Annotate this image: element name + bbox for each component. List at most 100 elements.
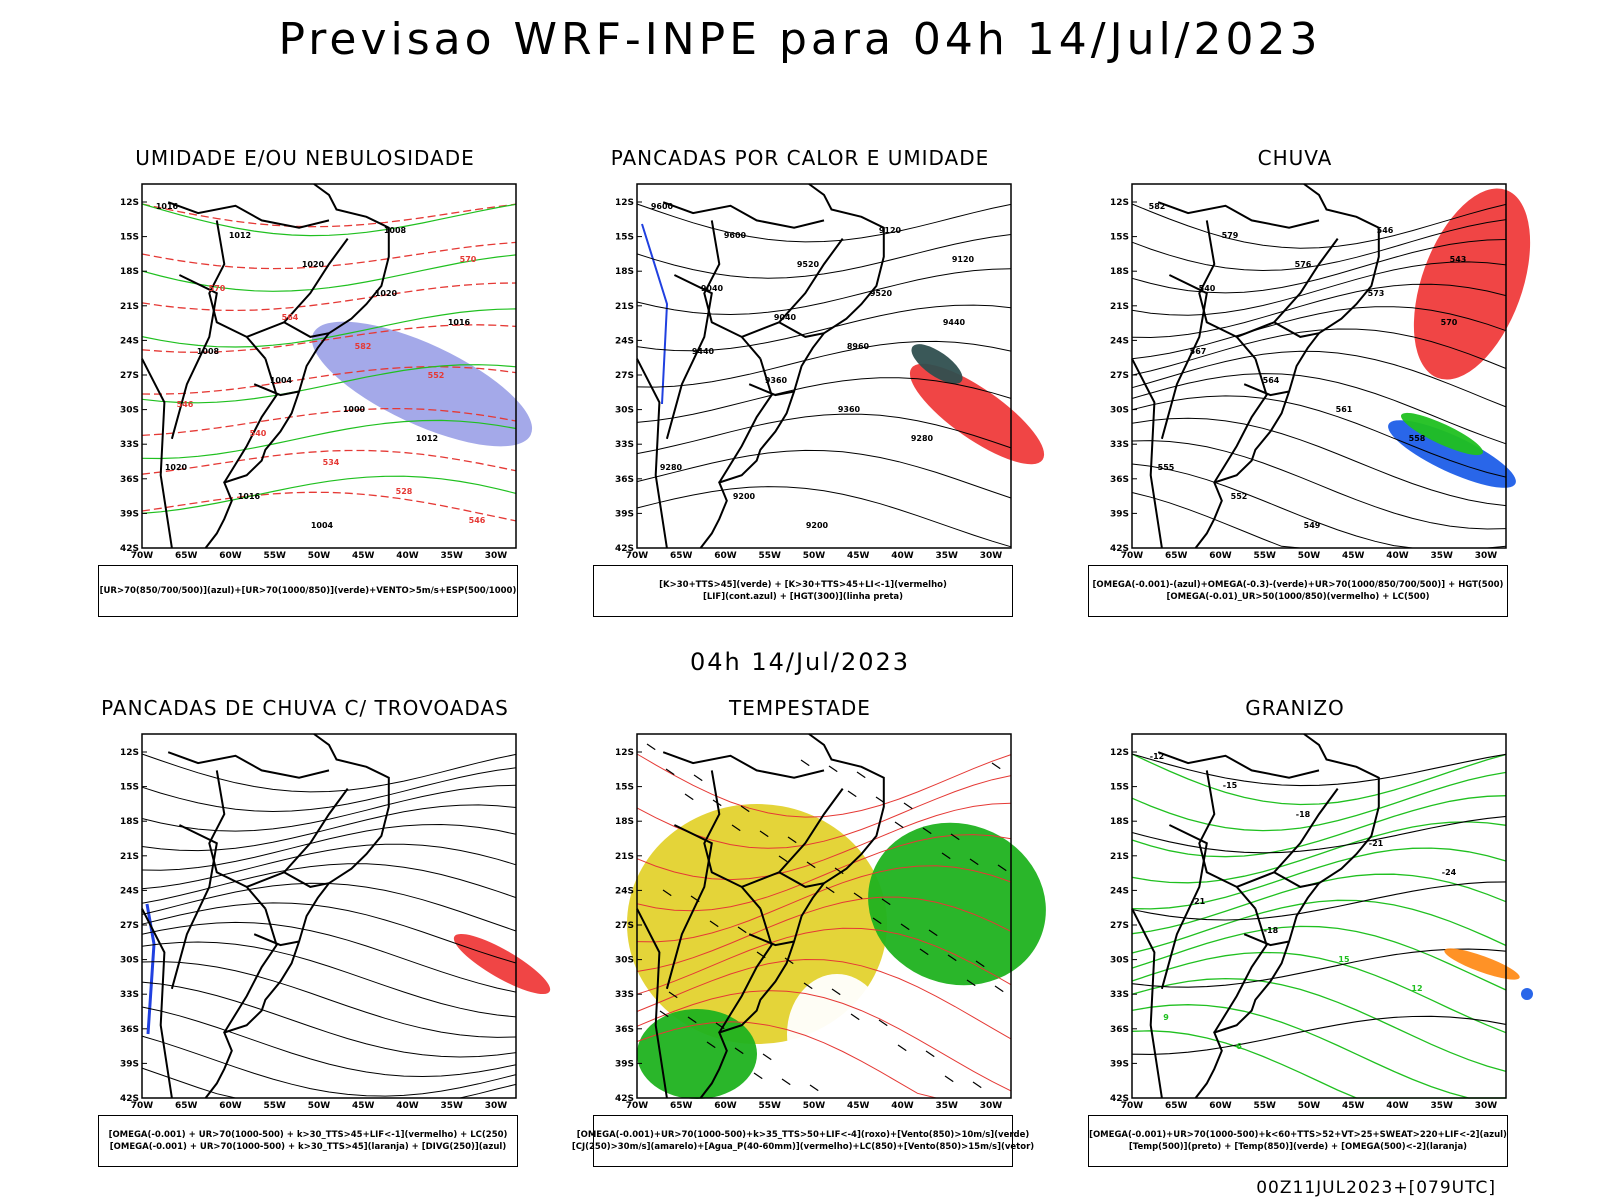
contour-line xyxy=(141,804,517,852)
panel-title: PANCADAS DE CHUVA C/ TROVOADAS xyxy=(101,696,509,720)
lon-tick-label: 70W xyxy=(626,1101,649,1111)
lon-tick-label: 60W xyxy=(219,551,242,561)
lon-tick-label: 35W xyxy=(1431,551,1454,561)
lat-tick-label: 12S xyxy=(120,198,139,208)
lon-tick-label: 30W xyxy=(1475,1101,1498,1111)
country-border xyxy=(283,321,330,338)
contour-line xyxy=(1131,261,1507,316)
wind-arrow xyxy=(997,864,1007,872)
lat-tick-label: 21S xyxy=(615,852,634,862)
contour-label: 1012 xyxy=(416,434,438,443)
wind-arrow xyxy=(872,917,882,925)
map-frame xyxy=(141,733,517,1099)
lon-tick-label: 50W xyxy=(803,1101,826,1111)
map-frame xyxy=(1131,183,1507,549)
contour-label: 9280 xyxy=(660,463,683,472)
lat-tick-label: 18S xyxy=(120,817,139,827)
lat-tick-label: 12S xyxy=(1110,748,1129,758)
lat-tick-label: 27S xyxy=(615,921,634,931)
country-border xyxy=(208,770,267,910)
wind-green-area xyxy=(868,822,1046,986)
contour-line xyxy=(141,282,517,312)
country-border xyxy=(1243,933,1290,947)
contour-label: 1020 xyxy=(375,289,398,298)
country-border xyxy=(636,908,668,1099)
country-border xyxy=(1160,824,1208,990)
contour-line xyxy=(1131,977,1507,1073)
lon-tick-label: 45W xyxy=(352,551,375,561)
contour-line xyxy=(1131,1030,1506,1099)
country-border xyxy=(1131,358,1163,549)
contour-label: -21 xyxy=(1369,839,1384,848)
lat-tick-label: 30S xyxy=(120,956,139,966)
contour-label: 573 xyxy=(1368,289,1385,298)
wind-arrow xyxy=(759,830,769,838)
contour-label: 9040 xyxy=(701,284,724,293)
wind-arrow xyxy=(944,1075,954,1083)
contour-label: 1016 xyxy=(238,492,261,501)
contour-line xyxy=(1131,753,1507,787)
lon-tick-label: 35W xyxy=(441,1101,464,1111)
omega-orange xyxy=(1444,948,1520,980)
lon-tick-label: 65W xyxy=(1165,1101,1188,1111)
country-border xyxy=(1243,383,1290,397)
lon-tick-label: 30W xyxy=(485,1101,508,1111)
contour-label: 1000 xyxy=(343,405,366,414)
contour-label: 570 xyxy=(209,284,226,293)
contour-label: 567 xyxy=(1190,347,1207,356)
lat-tick-label: 24S xyxy=(615,886,634,896)
rain-red-area xyxy=(1413,188,1531,380)
country-border xyxy=(223,908,278,1034)
contour-label: 552 xyxy=(1231,492,1248,501)
country-border xyxy=(283,871,330,888)
contour-line xyxy=(141,254,517,292)
wind-arrow xyxy=(856,771,866,779)
contour-line xyxy=(1131,440,1507,530)
contour-line xyxy=(1131,1015,1507,1055)
wind-arrow xyxy=(684,793,694,801)
contour-label: 552 xyxy=(428,371,445,380)
contour-label: 9120 xyxy=(952,255,975,264)
country-border xyxy=(665,824,713,990)
contour-line xyxy=(636,340,1012,388)
lat-tick-label: 30S xyxy=(120,406,139,416)
contour-line xyxy=(141,863,517,904)
wind-arrow xyxy=(693,774,703,782)
contour-line xyxy=(141,241,517,270)
contour-line xyxy=(141,981,517,1058)
map-frame xyxy=(636,733,1012,1099)
contour-label: 582 xyxy=(1149,202,1166,211)
lon-tick-label: 40W xyxy=(396,1101,419,1111)
country-border xyxy=(141,358,173,549)
lon-tick-label: 45W xyxy=(352,1101,375,1111)
contour-label: 549 xyxy=(1304,521,1321,530)
contour-line xyxy=(141,203,517,228)
country-border xyxy=(1273,871,1320,888)
lon-tick-label: 70W xyxy=(1121,551,1144,561)
wind-arrow xyxy=(894,821,904,829)
lat-tick-label: 21S xyxy=(615,302,634,312)
contour-line xyxy=(636,268,1012,316)
contour-label: 9040 xyxy=(774,313,797,322)
country-border xyxy=(778,871,825,888)
lat-tick-label: 39S xyxy=(1110,1059,1129,1069)
lat-tick-label: 33S xyxy=(615,440,634,450)
country-border xyxy=(1273,321,1320,338)
lat-tick-label: 18S xyxy=(120,267,139,277)
contour-line xyxy=(636,927,1012,995)
lon-tick-label: 45W xyxy=(1342,1101,1365,1111)
lat-tick-label: 12S xyxy=(1110,198,1129,208)
wind-arrow xyxy=(665,768,675,776)
panel-legend: [UR>70(850/700/500)](azul)+[UR>70(1000/8… xyxy=(98,565,518,617)
lat-tick-label: 42S xyxy=(615,544,634,554)
lat-tick-label: 15S xyxy=(120,233,139,243)
contour-line xyxy=(141,475,517,514)
lat-tick-label: 36S xyxy=(615,475,634,485)
divergence-blue xyxy=(145,903,156,1035)
contour-line xyxy=(141,491,517,522)
contour-line xyxy=(636,990,1012,1092)
contour-line xyxy=(141,961,517,1038)
contour-label: -18 xyxy=(1264,926,1279,935)
